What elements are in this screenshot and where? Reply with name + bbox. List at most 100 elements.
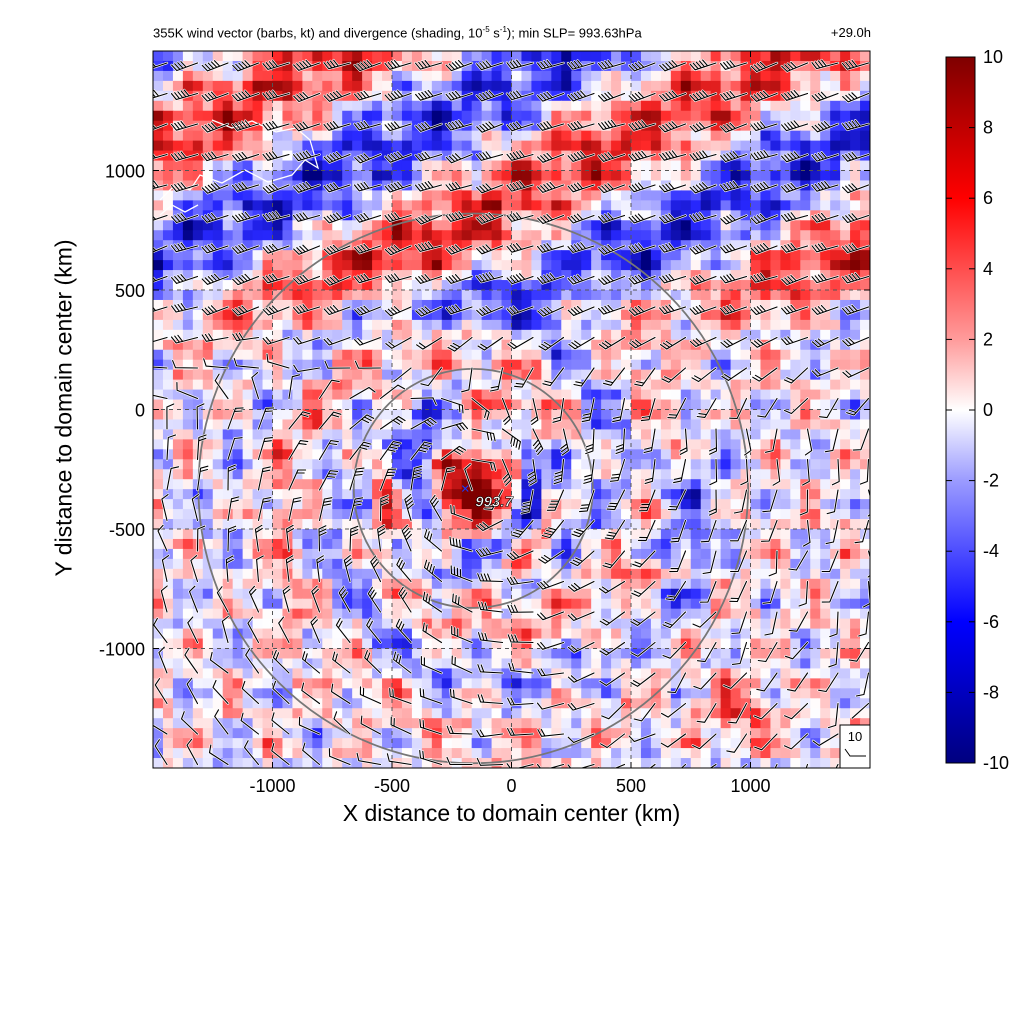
divergence-cell [471, 260, 483, 271]
divergence-cell [551, 60, 562, 72]
divergence-cell [362, 449, 373, 460]
divergence-cell [202, 70, 214, 82]
divergence-cell [202, 548, 214, 560]
divergence-cell [830, 70, 841, 82]
divergence-cell [840, 718, 851, 729]
divergence-cell [362, 469, 373, 480]
divergence-cell [292, 240, 303, 251]
divergence-cell [202, 190, 214, 201]
divergence-cell [730, 469, 742, 480]
divergence-cell [621, 519, 632, 530]
divergence-cell [571, 70, 582, 82]
divergence-cell [700, 578, 712, 590]
divergence-cell [282, 489, 294, 500]
divergence-cell [312, 299, 323, 311]
divergence-cell [670, 638, 682, 650]
divergence-cell [631, 160, 642, 172]
divergence-cell [471, 160, 483, 172]
divergence-cell [631, 409, 642, 421]
divergence-cell [501, 90, 513, 102]
divergence-cell [850, 668, 861, 679]
divergence-cell [581, 529, 592, 540]
divergence-cell [611, 588, 622, 600]
divergence-cell [720, 608, 732, 620]
divergence-cell [192, 230, 204, 241]
divergence-cell [680, 170, 692, 182]
divergence-cell [302, 449, 313, 460]
divergence-cell [312, 628, 323, 640]
divergence-cell [352, 678, 363, 689]
divergence-cell [282, 379, 294, 391]
divergence-cell [670, 449, 682, 460]
divergence-cell [302, 190, 313, 201]
divergence-cell [591, 489, 602, 500]
divergence-cell [451, 409, 463, 421]
divergence-cell [631, 678, 642, 689]
divergence-cell [730, 698, 742, 709]
divergence-cell [860, 618, 870, 630]
divergence-cell [332, 409, 343, 421]
divergence-cell [441, 698, 453, 709]
divergence-cell [790, 309, 801, 321]
divergence-cell [710, 678, 722, 689]
divergence-cell [531, 379, 542, 391]
divergence-cell [272, 529, 284, 540]
divergence-cell [272, 698, 284, 709]
divergence-cell [770, 499, 781, 510]
divergence-cell [680, 369, 692, 381]
divergence-cell [262, 658, 274, 670]
divergence-cell [192, 100, 204, 112]
divergence-cell [272, 708, 284, 719]
divergence-cell [232, 319, 244, 331]
divergence-cell [421, 668, 433, 679]
divergence-cell [531, 339, 542, 351]
divergence-cell [760, 130, 772, 142]
divergence-cell [850, 658, 861, 670]
divergence-cell [850, 608, 861, 620]
divergence-cell [392, 240, 403, 251]
divergence-cell [611, 170, 622, 182]
divergence-cell [750, 648, 762, 660]
divergence-cell [421, 309, 433, 321]
divergence-cell [182, 51, 194, 62]
divergence-cell [342, 389, 353, 401]
divergence-cell [790, 429, 801, 440]
divergence-cell [481, 280, 493, 291]
divergence-cell [372, 548, 383, 560]
divergence-cell [720, 658, 732, 670]
divergence-cell [372, 608, 383, 620]
divergence-cell [640, 70, 652, 82]
divergence-cell [760, 120, 772, 132]
divergence-cell [252, 260, 264, 271]
divergence-cell [461, 429, 473, 440]
divergence-cell [710, 648, 722, 660]
divergence-cell [790, 240, 801, 251]
divergence-cell [710, 449, 722, 460]
divergence-cell [720, 588, 732, 600]
divergence-cell [212, 658, 224, 670]
divergence-cell [531, 399, 542, 411]
divergence-cell [621, 509, 632, 520]
divergence-cell [611, 210, 622, 221]
divergence-cell [153, 429, 164, 440]
divergence-cell [441, 51, 453, 62]
divergence-cell [182, 648, 194, 660]
divergence-cell [541, 399, 552, 411]
divergence-cell [611, 698, 622, 709]
divergence-cell [840, 519, 851, 530]
divergence-cell [840, 309, 851, 321]
divergence-cell [421, 70, 433, 82]
divergence-cell [581, 349, 592, 361]
divergence-cell [541, 688, 552, 699]
divergence-cell [212, 190, 224, 201]
divergence-cell [710, 190, 722, 201]
divergence-cell [750, 280, 762, 291]
divergence-cell [461, 280, 473, 291]
divergence-cell [531, 509, 542, 520]
divergence-cell [561, 220, 572, 231]
divergence-cell [571, 548, 582, 560]
divergence-cell [611, 200, 622, 211]
divergence-cell [272, 598, 284, 610]
divergence-cell [451, 459, 463, 470]
divergence-cell [431, 538, 443, 550]
